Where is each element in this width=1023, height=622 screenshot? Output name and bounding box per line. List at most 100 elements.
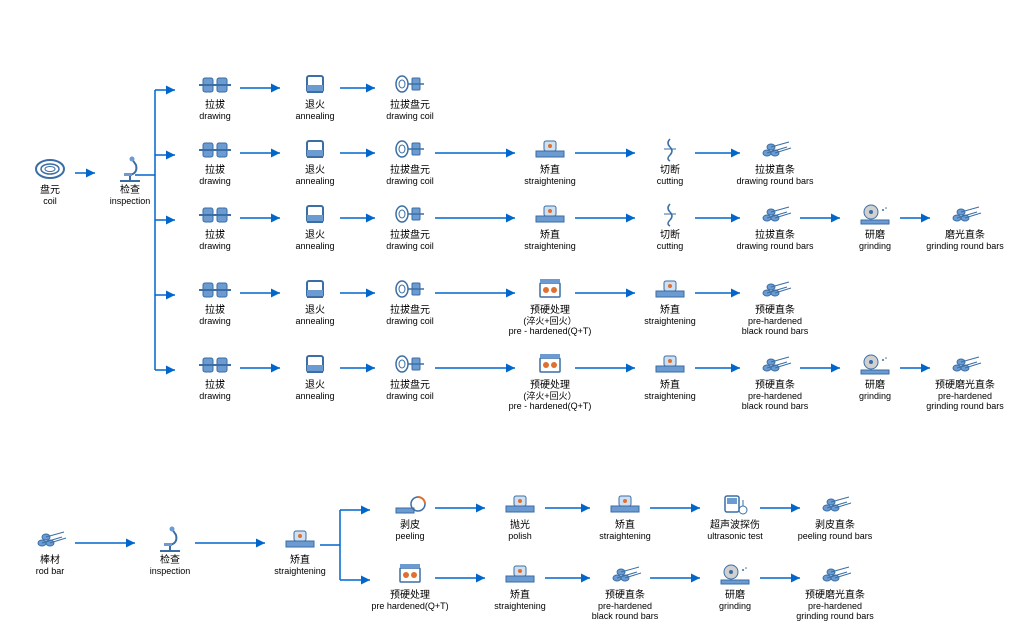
straighten-icon: [650, 275, 690, 303]
grinding-icon: [855, 350, 895, 378]
node-st4: 矫直straightening: [625, 275, 715, 327]
prehard-icon: [530, 350, 570, 378]
node-drb2: 拉拔直条drawing round bars: [730, 135, 820, 187]
label-en: drawing coil: [365, 242, 455, 252]
label-en: drawing: [170, 177, 260, 187]
node-rod: 棒材rod bar: [5, 525, 95, 577]
label-en: drawing round bars: [730, 177, 820, 187]
label-en: (淬火+回火）pre - hardened(Q+T): [505, 392, 595, 412]
node-phb5: 预硬直条pre-hardenedblack round bars: [730, 350, 820, 412]
node-gr3: 研磨grinding: [830, 200, 920, 252]
label-en: grinding: [830, 242, 920, 252]
cutting-icon: [650, 200, 690, 228]
node-a3: 退火annealing: [270, 200, 360, 252]
drawing-icon: [195, 135, 235, 163]
label-en: peeling round bars: [790, 532, 880, 542]
ultrasonic-icon: [715, 490, 755, 518]
node-gr7: 研磨grinding: [690, 560, 780, 612]
node-phb4: 预硬直条pre-hardenedblack round bars: [730, 275, 820, 337]
node-st6: 矫直straightening: [580, 490, 670, 542]
node-pol: 抛光polish: [475, 490, 565, 542]
node-st2: 矫直straightening: [505, 135, 595, 187]
drawing-icon: [195, 275, 235, 303]
label-en: annealing: [270, 242, 360, 252]
node-dc4: 拉拔盘元drawing coil: [365, 275, 455, 327]
node-cut3: 切断cutting: [625, 200, 715, 252]
microscope-icon: [150, 525, 190, 553]
node-insp2: 检查inspection: [125, 525, 215, 577]
label-en: ultrasonic test: [690, 532, 780, 542]
label-en: annealing: [270, 317, 360, 327]
node-st5: 矫直straightening: [625, 350, 715, 402]
drawing-icon: [195, 350, 235, 378]
label-en: drawing: [170, 112, 260, 122]
grinding-icon: [855, 200, 895, 228]
label-en: annealing: [270, 177, 360, 187]
node-d4: 拉拔drawing: [170, 275, 260, 327]
node-d5: 拉拔drawing: [170, 350, 260, 402]
label-en: drawing round bars: [730, 242, 820, 252]
node-phb7: 预硬直条pre-hardenedblack round bars: [580, 560, 670, 622]
straighten-icon: [530, 135, 570, 163]
label-en: straightening: [625, 317, 715, 327]
drawcoil-icon: [390, 70, 430, 98]
node-pgb5: 预硬磨光直条pre-hardenedgrinding round bars: [920, 350, 1010, 412]
node-a2: 退火annealing: [270, 135, 360, 187]
label-en: grinding: [690, 602, 780, 612]
cutting-icon: [650, 135, 690, 163]
drawcoil-icon: [390, 275, 430, 303]
prehard-icon: [390, 560, 430, 588]
node-d2: 拉拔drawing: [170, 135, 260, 187]
drawcoil-icon: [390, 200, 430, 228]
label-en: peeling: [365, 532, 455, 542]
node-d3: 拉拔drawing: [170, 200, 260, 252]
drawcoil-icon: [390, 135, 430, 163]
label-en: inspection: [85, 197, 175, 207]
annealing-icon: [295, 135, 335, 163]
label-en: rod bar: [5, 567, 95, 577]
label-en: cutting: [625, 242, 715, 252]
straighten-icon: [650, 350, 690, 378]
straighten-icon: [500, 490, 540, 518]
straighten-icon: [280, 525, 320, 553]
label-en: annealing: [270, 112, 360, 122]
straighten-icon: [605, 490, 645, 518]
node-a4: 退火annealing: [270, 275, 360, 327]
label-en: pre-hardenedblack round bars: [730, 392, 820, 412]
label-en: drawing coil: [365, 317, 455, 327]
bars-icon: [605, 560, 645, 588]
node-peel: 剥皮peeling: [365, 490, 455, 542]
node-gr5: 研磨grinding: [830, 350, 920, 402]
label-en: drawing: [170, 317, 260, 327]
drawcoil-icon: [390, 350, 430, 378]
annealing-icon: [295, 275, 335, 303]
label-en: inspection: [125, 567, 215, 577]
label-en: annealing: [270, 392, 360, 402]
label-en: coil: [5, 197, 95, 207]
node-prb: 剥皮直条peeling round bars: [790, 490, 880, 542]
label-en: straightening: [255, 567, 345, 577]
label-en: drawing: [170, 242, 260, 252]
node-pgb7: 预硬磨光直条pre-hardenedgrinding round bars: [790, 560, 880, 622]
annealing-icon: [295, 200, 335, 228]
drawing-icon: [195, 70, 235, 98]
bars-icon: [815, 560, 855, 588]
node-dc5: 拉拔盘元drawing coil: [365, 350, 455, 402]
label-en: grinding: [830, 392, 920, 402]
label-en: cutting: [625, 177, 715, 187]
node-ph4: 预硬处理(淬火+回火）pre - hardened(Q+T): [505, 275, 595, 337]
label-en: pre-hardenedgrinding round bars: [920, 392, 1010, 412]
label-en: polish: [475, 532, 565, 542]
label-en: grinding round bars: [920, 242, 1010, 252]
node-str: 矫直straightening: [255, 525, 345, 577]
bars-icon: [755, 275, 795, 303]
bars-icon: [945, 200, 985, 228]
node-grb3: 磨光直条grinding round bars: [920, 200, 1010, 252]
straighten-icon: [500, 560, 540, 588]
label-en: drawing: [170, 392, 260, 402]
node-a5: 退火annealing: [270, 350, 360, 402]
node-insp1: 检查inspection: [85, 155, 175, 207]
straighten-icon: [530, 200, 570, 228]
node-cut2: 切断cutting: [625, 135, 715, 187]
label-en: straightening: [580, 532, 670, 542]
